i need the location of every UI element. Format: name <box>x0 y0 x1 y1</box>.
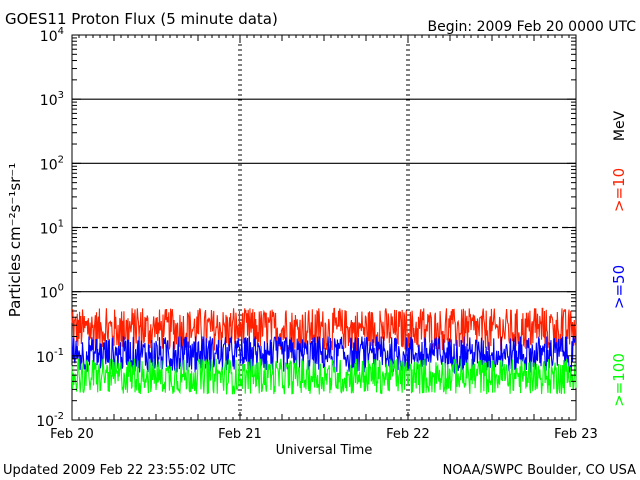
credit-label: NOAA/SWPC Boulder, CO USA <box>443 463 636 478</box>
updated-timestamp: Updated 2009 Feb 22 23:55:02 UTC <box>3 463 236 478</box>
y-axis-ticks: 10-2 10-1 100 101 102 103 104 <box>36 26 576 430</box>
legend-entry-100mev: >=100 <box>610 353 628 407</box>
y-tick-label: 104 <box>40 26 64 45</box>
y-tick-label: 10-2 <box>36 411 64 430</box>
chart-title: GOES11 Proton Flux (5 minute data) <box>5 10 278 28</box>
legend-entry-10mev: >=10 <box>610 168 628 212</box>
x-axis-ticks: Feb 20 Feb 21 Feb 22 Feb 23 <box>50 35 598 442</box>
x-tick-label: Feb 20 <box>50 427 94 442</box>
y-tick-label: 10-1 <box>36 347 64 366</box>
series-line-1 <box>71 335 577 375</box>
threshold-lines <box>72 98 576 293</box>
begin-label: Begin: 2009 Feb 20 0000 UTC <box>428 19 637 35</box>
legend-unit: MeV <box>612 110 628 141</box>
x-tick-label: Feb 21 <box>218 427 262 442</box>
y-tick-label: 103 <box>40 90 64 109</box>
y-tick-label: 100 <box>40 283 64 302</box>
y-axis-label: Particles cm⁻²s⁻¹sr⁻¹ <box>6 163 24 317</box>
x-tick-label: Feb 23 <box>554 427 598 442</box>
legend: MeV >=10 >=50 >=100 <box>610 110 628 406</box>
y-tick-label: 101 <box>40 219 64 238</box>
y-tick-label: 102 <box>40 154 64 173</box>
x-tick-label: Feb 22 <box>386 427 430 442</box>
series-line-0 <box>71 307 577 353</box>
x-axis-label: Universal Time <box>276 443 373 458</box>
legend-entry-50mev: >=50 <box>610 265 628 309</box>
series-line-2 <box>71 358 577 395</box>
data-series <box>71 307 577 395</box>
